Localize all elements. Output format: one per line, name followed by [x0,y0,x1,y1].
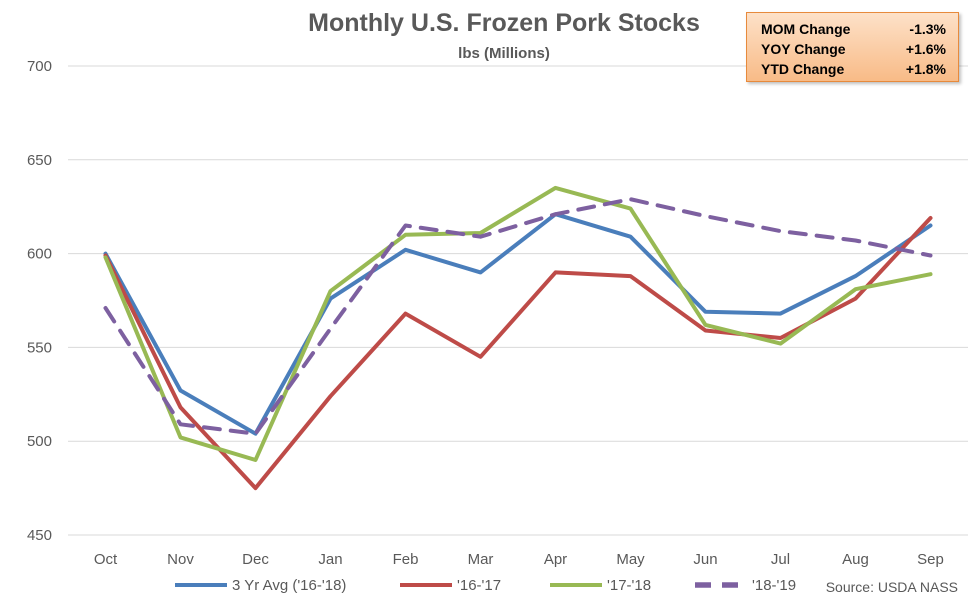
stats-value: -1.3% [909,21,946,37]
x-axis-ticks: Oct Nov Dec Jan Feb Mar Apr May Jun Jul Aug Sep [94,551,944,568]
gridlines [68,65,968,536]
x-tick-label: Feb [393,551,419,568]
series-line [103,212,933,436]
x-tick-label: Nov [167,551,194,568]
series-line [103,185,933,462]
series-3 [103,185,933,462]
stats-label: YTD Change [761,61,845,77]
legend-label: '16-'17 [457,577,501,594]
x-tick-label: Jan [318,551,342,568]
x-tick-label: Jun [693,551,717,568]
series-2 [103,216,933,491]
y-tick-label: 700 [27,58,52,75]
legend-label: '18-'19 [752,577,796,594]
y-tick-label: 450 [27,527,52,544]
legend: 3 Yr Avg ('16-'18) '16-'17 '17-'18 '18-'19 [175,577,796,594]
change-summary-box: MOM Change -1.3% YOY Change +1.6% YTD Ch… [746,12,959,82]
stats-value: +1.8% [905,61,946,77]
series-line [103,197,933,436]
series-lines [103,185,933,491]
chart-subtitle: lbs (Millions) [458,45,550,62]
y-tick-label: 650 [27,152,52,169]
series-4 [103,197,933,436]
x-tick-label: Sep [917,551,944,568]
y-tick-label: 550 [27,339,52,356]
legend-label: '17-'18 [607,577,651,594]
x-tick-label: Jul [771,551,790,568]
x-tick-label: Dec [242,551,269,568]
x-tick-label: Oct [94,551,118,568]
stats-row-yoy: YOY Change +1.6% [761,39,946,59]
x-tick-label: Apr [544,551,567,568]
stats-row-ytd: YTD Change +1.8% [761,59,946,79]
series-line [103,216,933,491]
source-note: Source: USDA NASS [826,579,958,595]
x-tick-label: Mar [468,551,494,568]
x-tick-label: Aug [842,551,869,568]
stats-value: +1.6% [905,41,946,57]
legend-label: 3 Yr Avg ('16-'18) [232,577,346,594]
y-tick-label: 600 [27,246,52,263]
stats-row-mom: MOM Change -1.3% [761,19,946,39]
stats-label: MOM Change [761,21,851,37]
stats-label: YOY Change [761,41,846,57]
x-tick-label: May [616,551,645,568]
y-tick-label: 500 [27,433,52,450]
chart-title: Monthly U.S. Frozen Pork Stocks [308,9,700,37]
y-axis-ticks: 450 500 550 600 650 700 [27,58,52,544]
